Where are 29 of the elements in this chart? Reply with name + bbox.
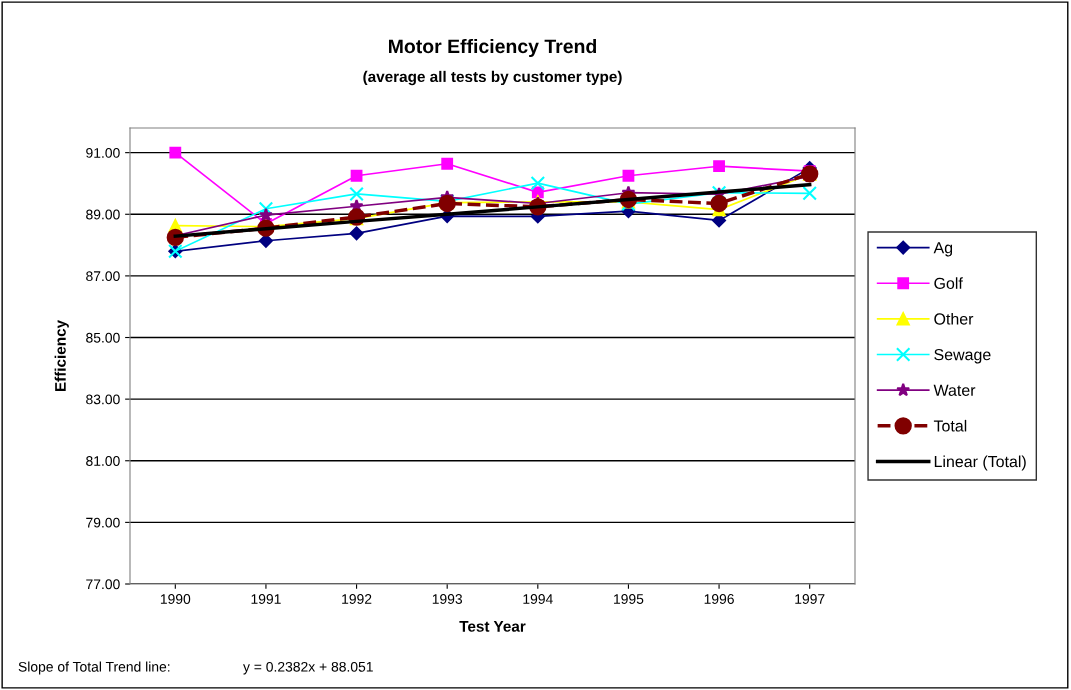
legend-label: Ag <box>933 242 953 257</box>
x-tick-label: 1992 <box>342 594 372 604</box>
legend-label: Water <box>933 384 976 396</box>
x-tick-label: 1993 <box>432 594 463 604</box>
y-tick-label: 87.00 <box>86 271 120 282</box>
x-tick-label: 1997 <box>795 594 825 604</box>
text: y = 0.2382x + 88.051 <box>243 661 373 675</box>
y-axis-title: Efficiency <box>54 319 69 392</box>
legend-label: Linear (Total) <box>934 455 1026 471</box>
x-tick-label: 1990 <box>160 594 191 604</box>
x-tick-label: 1991 <box>251 594 281 604</box>
legend-label: Other <box>934 312 974 325</box>
y-tick-label: 91.00 <box>86 147 120 158</box>
text: Slope of Total Trend line: <box>18 661 170 675</box>
y-tick-label: 83.00 <box>86 394 120 405</box>
legend-label: Sewage <box>934 348 991 364</box>
y-tick-label: 81.00 <box>86 456 120 466</box>
y-tick-label: 77.00 <box>86 579 120 590</box>
legend-label: Total <box>933 419 967 432</box>
y-tick-label: 79.00 <box>86 517 120 528</box>
chart-title: Motor Efficiency Trend <box>389 38 597 58</box>
chart-subtitle: (average all tests by customer type) <box>363 70 622 86</box>
x-tick-label: 1994 <box>523 594 553 604</box>
legend-label: Golf <box>934 277 963 289</box>
x-axis-title: Test Year <box>459 621 526 632</box>
x-tick-label: 1995 <box>614 594 644 604</box>
x-tick-label: 1996 <box>704 594 734 604</box>
y-tick-label: 85.00 <box>86 332 120 343</box>
y-tick-label: 89.00 <box>86 209 120 220</box>
